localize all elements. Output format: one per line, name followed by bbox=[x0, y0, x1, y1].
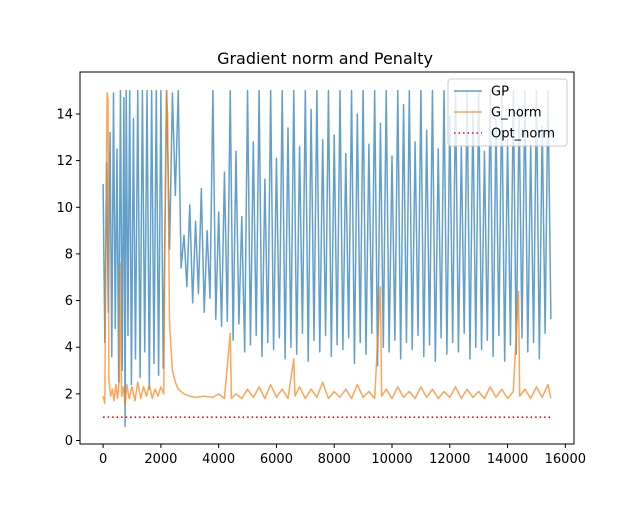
y-tick-label: 2 bbox=[65, 387, 73, 402]
legend-label: Opt_norm bbox=[491, 127, 555, 142]
y-tick-label: 14 bbox=[56, 107, 73, 122]
x-tick-label: 14000 bbox=[487, 452, 528, 467]
chart-title: Gradient norm and Penalty bbox=[217, 49, 433, 68]
legend-label: GP bbox=[491, 85, 509, 100]
series-line-gp bbox=[102, 89, 552, 428]
x-tick-label: 12000 bbox=[429, 452, 470, 467]
y-tick-label: 12 bbox=[56, 154, 73, 169]
x-tick-label: 4000 bbox=[202, 452, 235, 467]
x-tick-label: 16000 bbox=[545, 452, 586, 467]
y-tick-label: 6 bbox=[65, 294, 73, 309]
legend: GP G_norm Opt_norm bbox=[447, 78, 568, 147]
legend-box bbox=[447, 78, 568, 147]
y-tick-label: 10 bbox=[56, 201, 73, 216]
y-tick-label: 8 bbox=[65, 247, 73, 262]
x-tick-label: 2000 bbox=[144, 452, 177, 467]
series-layer bbox=[102, 89, 552, 428]
x-tick-label: 8000 bbox=[318, 452, 351, 467]
y-tick-label: 0 bbox=[65, 434, 73, 449]
series-line-g-norm bbox=[102, 89, 552, 407]
legend-label: G_norm bbox=[491, 106, 542, 121]
x-tick-label: 6000 bbox=[260, 452, 293, 467]
axes-layer: 0 2000 4000 6000 8000 10000 12000 14000 16000 0 2 4… bbox=[56, 71, 586, 467]
plot-frame bbox=[79, 71, 575, 445]
y-tick-label: 4 bbox=[65, 341, 73, 356]
x-tick-label: 0 bbox=[99, 452, 107, 467]
x-tick-label: 10000 bbox=[371, 452, 412, 467]
